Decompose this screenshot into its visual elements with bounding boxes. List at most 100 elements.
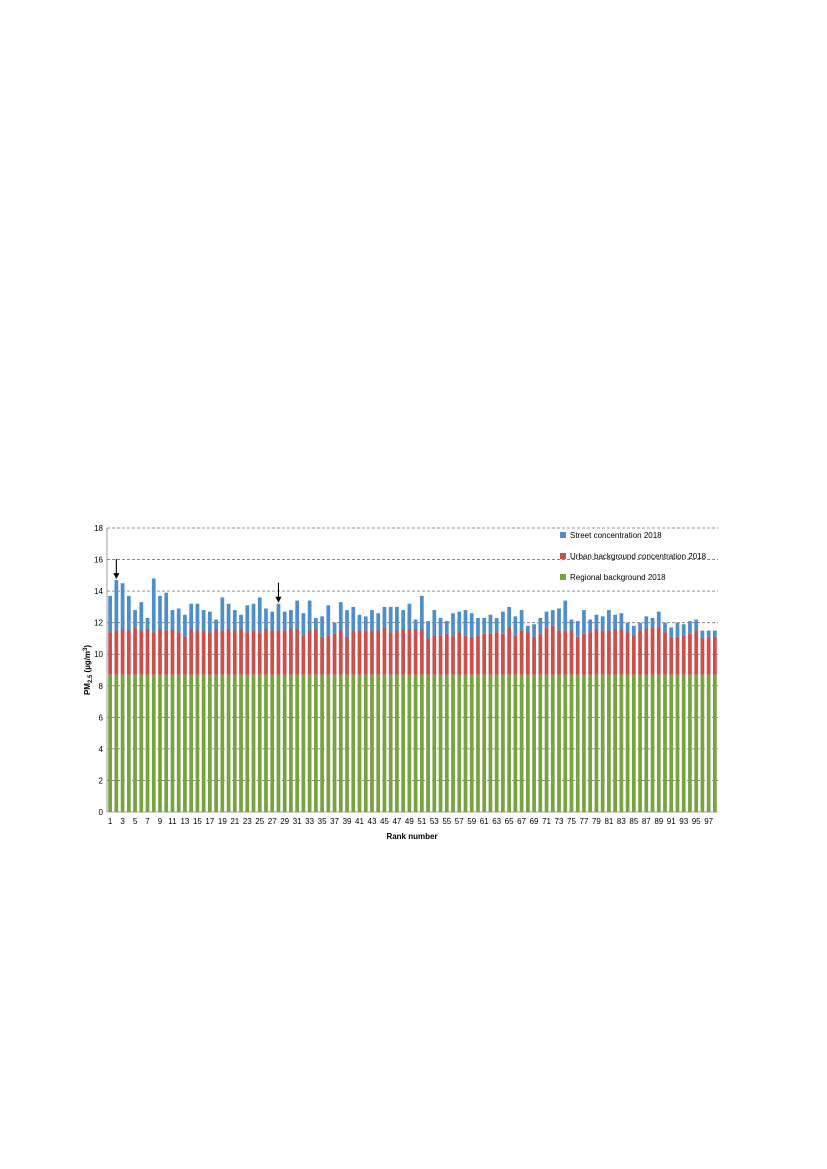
- bar-segment-regional: [694, 674, 699, 812]
- bar-segment-regional: [357, 674, 362, 812]
- legend-label-regional: Regional background 2018: [570, 573, 666, 582]
- x-tick-label: 67: [517, 817, 526, 826]
- bar-segment-regional: [126, 674, 131, 812]
- bar-segment-street: [619, 613, 624, 629]
- bar-segment-street: [557, 608, 561, 631]
- y-axis-title: PM2.5 (µg/m3): [83, 645, 94, 695]
- bar-segment-urban: [395, 630, 399, 675]
- bar-segment-street: [282, 611, 287, 631]
- bar-segment-regional: [638, 674, 642, 812]
- bar-segment-street: [232, 610, 237, 631]
- bar-segment-urban: [607, 630, 611, 675]
- bar-segment-street: [688, 621, 692, 634]
- bar-segment-street: [694, 619, 699, 631]
- bar-segment-urban: [569, 630, 574, 675]
- bar-segment-regional: [332, 674, 337, 812]
- y-tick-label: 2: [99, 776, 104, 785]
- bar-segment-urban: [575, 636, 580, 675]
- bar-segment-urban: [444, 633, 449, 675]
- bar-segment-regional: [114, 674, 119, 812]
- x-tick-label: 21: [230, 817, 239, 826]
- bar-segment-street: [613, 614, 617, 629]
- bar-segment-regional: [550, 674, 555, 812]
- bar-segment-street: [195, 603, 200, 631]
- bar-segment-regional: [419, 674, 424, 812]
- bar-segment-regional: [264, 674, 268, 812]
- bar-segment-street: [114, 580, 119, 631]
- bar-segment-urban: [650, 627, 655, 675]
- bar-segment-street: [600, 616, 605, 631]
- x-tick-label: 83: [617, 817, 626, 826]
- bar-segment-urban: [563, 630, 568, 675]
- bar-segment-street: [201, 610, 206, 631]
- bar-segment-street: [257, 597, 262, 633]
- bar-segment-urban: [681, 635, 686, 675]
- legend-label-street: Street concentration 2018: [570, 531, 662, 540]
- bar-segment-regional: [569, 674, 574, 812]
- bars: [108, 578, 717, 812]
- bar-segment-street: [170, 610, 175, 629]
- bar-segment-urban: [351, 630, 356, 675]
- bar-segment-regional: [513, 674, 518, 812]
- x-tick-label: 85: [629, 817, 638, 826]
- bar-segment-urban: [208, 632, 212, 675]
- bar-segment-regional: [588, 674, 593, 812]
- bar-segment-urban: [631, 635, 636, 675]
- bar-segment-urban: [363, 630, 368, 675]
- bar-segment-street: [264, 608, 268, 629]
- legend-swatch-regional: [560, 574, 566, 580]
- bar-segment-urban: [338, 630, 343, 675]
- bar-segment-regional: [444, 674, 449, 812]
- bar-segment-regional: [582, 674, 586, 812]
- x-tick-label: 97: [704, 817, 713, 826]
- bar-segment-regional: [313, 674, 318, 812]
- bar-segment-regional: [214, 674, 218, 812]
- x-tick-label: 5: [133, 817, 138, 826]
- bar-segment-regional: [276, 674, 281, 812]
- bar-segment-street: [351, 606, 356, 631]
- bar-segment-regional: [363, 674, 368, 812]
- x-tick-label: 39: [343, 817, 352, 826]
- bar-segment-urban: [307, 630, 312, 675]
- x-tick-label: 41: [355, 817, 364, 826]
- x-tick-label: 93: [679, 817, 688, 826]
- bar-segment-urban: [713, 636, 717, 675]
- x-tick-label: 91: [667, 817, 676, 826]
- bar-segment-regional: [507, 674, 512, 812]
- bar-segment-regional: [713, 674, 717, 812]
- bar-segment-urban: [176, 632, 181, 675]
- bar-segment-street: [239, 614, 243, 629]
- x-tick-label: 17: [205, 817, 214, 826]
- bar-segment-urban: [469, 636, 474, 675]
- bar-segment-regional: [476, 674, 480, 812]
- bar-segment-street: [320, 616, 324, 637]
- bar-segment-regional: [320, 674, 324, 812]
- bar-segment-street: [706, 630, 711, 637]
- bar-segment-urban: [426, 638, 430, 675]
- bar-segment-street: [176, 608, 181, 633]
- bar-segment-urban: [638, 630, 642, 675]
- y-tick-label: 8: [99, 682, 104, 691]
- bar-segment-street: [388, 606, 393, 633]
- bar-segment-street: [538, 617, 543, 634]
- bar-segment-regional: [407, 674, 412, 812]
- bar-segment-urban: [270, 630, 275, 675]
- x-tick-label: 87: [642, 817, 651, 826]
- bar-segment-street: [295, 600, 300, 629]
- bar-segment-street: [313, 617, 318, 629]
- bar-segment-street: [108, 595, 112, 633]
- bar-segment-regional: [663, 674, 667, 812]
- bar-segment-street: [307, 600, 312, 631]
- bar-segment-urban: [357, 630, 362, 675]
- bar-segment-street: [370, 610, 374, 631]
- bar-segment-street: [133, 610, 137, 628]
- x-tick-label: 19: [218, 817, 227, 826]
- bar-segment-urban: [370, 630, 374, 675]
- bar-segment-street: [713, 630, 717, 637]
- bar-segment-street: [469, 613, 474, 637]
- bar-segment-regional: [289, 674, 293, 812]
- bar-segment-street: [338, 602, 343, 631]
- bar-segment-street: [656, 611, 661, 628]
- bar-segment-street: [382, 606, 387, 628]
- bar-segment-urban: [513, 635, 518, 675]
